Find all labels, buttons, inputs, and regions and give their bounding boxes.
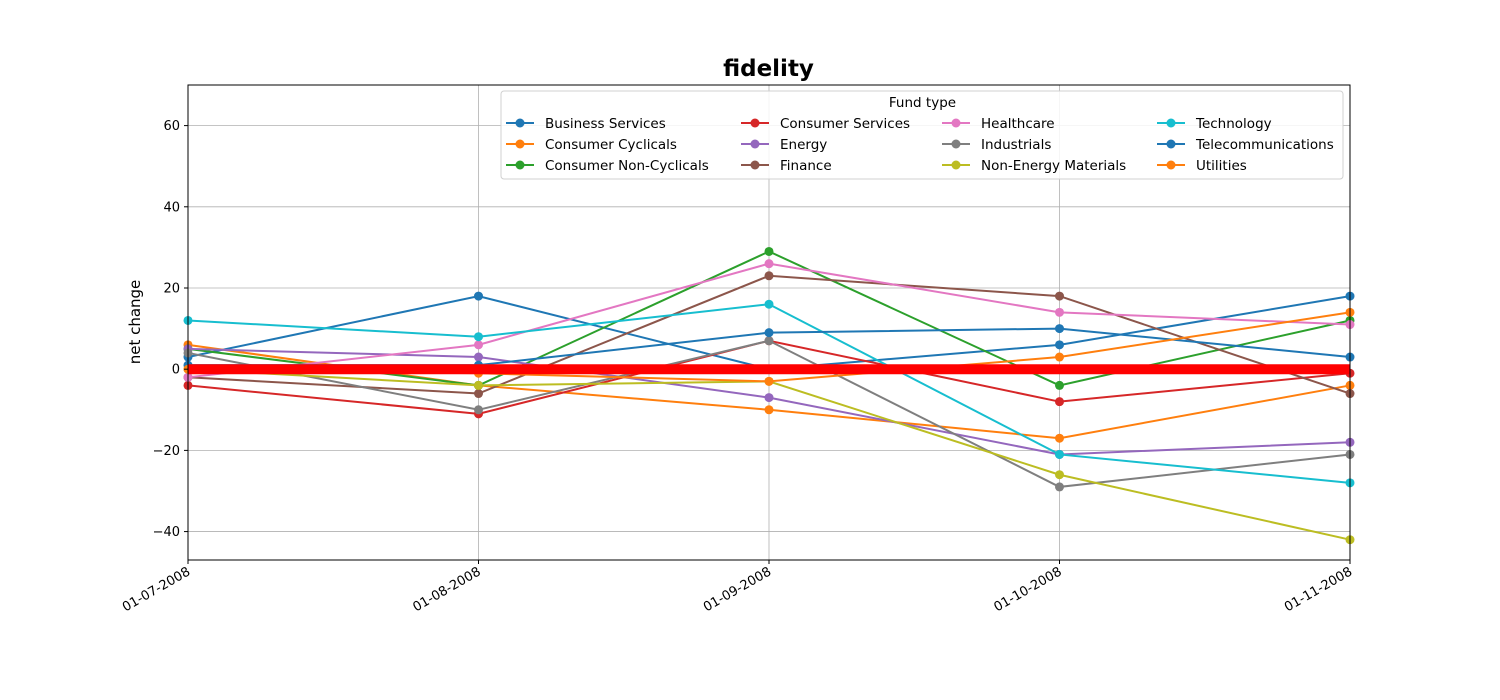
legend-swatch-marker [951, 139, 961, 149]
legend-swatch-marker [750, 118, 760, 128]
legend-label: Utilities [1196, 158, 1247, 174]
legend-label: Consumer Cyclicals [545, 137, 677, 153]
data-point [764, 376, 774, 386]
legend-label: Consumer Services [780, 116, 910, 132]
data-point [764, 271, 774, 281]
legend-entry: Telecommunications [1157, 137, 1334, 153]
legend-title: Fund type [889, 95, 956, 111]
legend-label: Business Services [545, 116, 666, 132]
legend-swatch-marker [750, 160, 760, 170]
legend-entry: Finance [741, 158, 832, 174]
data-point [764, 246, 774, 256]
data-point [1055, 352, 1064, 362]
legend-entry: Consumer Non-Cyclicals [506, 158, 709, 174]
data-point [474, 389, 483, 399]
data-point [1055, 291, 1064, 301]
legend-label: Energy [780, 137, 827, 153]
data-point [1055, 433, 1064, 443]
legend-label: Healthcare [981, 116, 1055, 132]
data-point [474, 352, 483, 362]
y-axis-label: net change [126, 280, 144, 365]
chart-title: fidelity [723, 56, 814, 82]
legend-label: Finance [780, 158, 832, 174]
x-tick-label: 01-08-2008 [411, 564, 484, 615]
data-point [474, 340, 483, 350]
x-tick-label: 01-10-2008 [992, 564, 1065, 615]
y-axis: −40 −20 0 20 40 60 [153, 119, 188, 540]
y-tick-label: 60 [163, 119, 180, 134]
data-point [1055, 340, 1064, 350]
y-tick-label: −20 [153, 444, 180, 459]
data-point [1055, 307, 1064, 317]
legend-swatch-marker [515, 139, 525, 149]
legend-swatch-marker [750, 139, 760, 149]
data-point [764, 328, 774, 338]
data-point [1055, 449, 1064, 459]
legend-label: Industrials [981, 137, 1051, 153]
legend-box [500, 90, 1344, 180]
data-point [1055, 324, 1064, 334]
data-point [764, 299, 774, 309]
legend-entry: Utilities [1157, 158, 1247, 174]
legend-entry: Business Services [506, 116, 666, 132]
legend-label: Technology [1195, 116, 1272, 132]
legend-swatch-marker [515, 160, 525, 170]
legend-swatch-marker [951, 160, 961, 170]
x-tick-label: 01-07-2008 [120, 564, 193, 615]
legend-entry: Healthcare [942, 116, 1055, 132]
data-point [1055, 470, 1064, 480]
legend-entry: Non-Energy Materials [942, 158, 1126, 174]
data-point [1055, 380, 1064, 390]
y-tick-label: −40 [153, 525, 180, 540]
data-point [1055, 482, 1064, 492]
legend-entry: Energy [741, 137, 827, 153]
x-tick-label: 01-11-2008 [1282, 564, 1355, 615]
y-tick-label: 40 [163, 200, 180, 215]
data-point [474, 405, 483, 415]
legend-entry: Consumer Cyclicals [506, 137, 677, 153]
legend-label: Non-Energy Materials [981, 158, 1126, 174]
data-point [474, 380, 483, 390]
y-tick-label: 20 [163, 281, 180, 296]
data-point [764, 405, 774, 415]
x-tick-label: 01-09-2008 [701, 564, 774, 615]
legend-label: Telecommunications [1195, 137, 1334, 153]
legend-swatch-marker [515, 118, 525, 128]
legend-entry: Technology [1157, 116, 1272, 132]
legend: Fund type Business Services Consumer Cycli… [500, 90, 1344, 180]
legend-entry: Consumer Services [741, 116, 910, 132]
data-point [474, 332, 483, 342]
legend-swatch-marker [1166, 160, 1176, 170]
legend-swatch-marker [1166, 118, 1176, 128]
y-tick-label: 0 [172, 363, 180, 378]
legend-swatch-marker [1166, 139, 1176, 149]
data-point [764, 393, 774, 403]
legend-label: Consumer Non-Cyclicals [545, 158, 709, 174]
legend-entry: Industrials [942, 137, 1051, 153]
data-point [474, 291, 483, 301]
x-axis: 01-07-2008 01-08-2008 01-09-2008 01-10-2008… [120, 560, 1355, 615]
data-point [1055, 397, 1064, 407]
data-point [764, 336, 774, 346]
data-point [764, 259, 774, 269]
legend-swatch-marker [951, 118, 961, 128]
